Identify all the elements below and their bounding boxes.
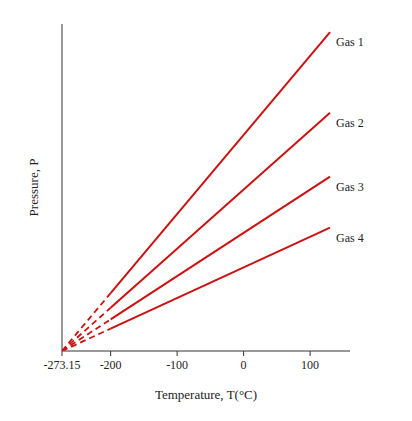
x-tick [243,351,244,356]
chart: -273.15 -200 -100 0 100 Gas 1 Gas 2 Gas 3 Gas 4 T… [0,0,412,421]
series-label: Gas 4 [336,231,364,245]
axes: -273.15 -200 -100 0 100 [44,24,351,372]
x-tick-label: 0 [241,358,247,372]
series-label: Gas 1 [336,35,364,49]
line [111,228,330,329]
x-tick [110,351,111,356]
x-tick-label: -273.15 [44,358,81,372]
x-tick-label: 100 [301,358,319,372]
series-group [62,32,330,351]
dashed-line [62,329,111,351]
x-tick [310,351,311,356]
y-axis [62,24,63,351]
x-axis [62,351,350,352]
dashed-line [62,308,111,351]
series-label: Gas 3 [336,180,364,194]
x-tick [177,351,178,356]
x-axis-title: Temperature, T(°C) [155,387,257,402]
x-tick [62,351,63,356]
y-axis-title: Pressure, P [26,159,41,217]
series-labels: Gas 1 Gas 2 Gas 3 Gas 4 [336,35,364,245]
dashed-line [62,319,111,351]
line [111,177,330,320]
series-label: Gas 2 [336,116,364,130]
dashed-line [62,293,111,351]
x-tick-label: -100 [166,358,188,372]
line [111,32,330,293]
x-tick-label: -200 [100,358,122,372]
